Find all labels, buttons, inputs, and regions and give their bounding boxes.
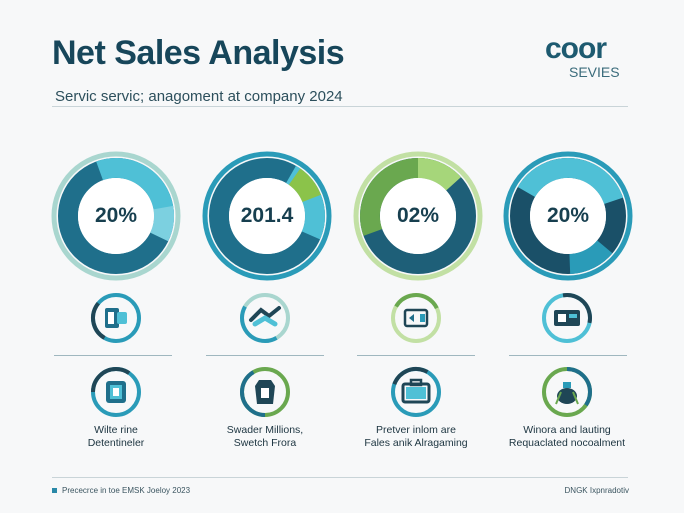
kpi-donut-2: 201.4	[201, 150, 333, 282]
bag-icon	[239, 366, 291, 418]
kpi-donut-3: 02%	[352, 150, 484, 282]
cash-register-icon	[541, 292, 593, 344]
caption-line: Detentineler	[87, 437, 145, 449]
caption-line: Winora and lauting	[523, 424, 611, 436]
footer-note: Prececrce in toe EMSK Joeloy 2023	[52, 486, 190, 495]
device-icon	[90, 366, 142, 418]
kpi-value-3: 02%	[396, 204, 440, 227]
kpi-value-4: 20%	[546, 204, 590, 227]
card-caption-3: Pretver inlom are Fales anik Alragaming	[341, 424, 491, 450]
briefcase-icon	[390, 366, 442, 418]
footer-left-text: Prececrce in toe EMSK Joeloy 2023	[62, 486, 191, 495]
divider-1	[54, 355, 172, 356]
money-bag-icon	[541, 366, 593, 418]
logo-wordmark: coor	[545, 32, 607, 65]
company-logo: coor SEVIES	[545, 32, 620, 81]
divider-3	[357, 355, 475, 356]
caption-line: Swetch Frora	[233, 437, 297, 449]
divider-4	[509, 355, 627, 356]
wallet-card-icon	[390, 292, 442, 344]
footer-square-icon	[52, 488, 57, 493]
caption-line: Fales anik Alragaming	[364, 437, 468, 449]
page-title: Net Sales Analysis	[52, 34, 345, 72]
card-caption-1: Wilte rine Detentineler	[41, 424, 191, 450]
donut-chart-2	[202, 151, 332, 281]
kpi-donut-4: 20%	[502, 150, 634, 282]
hand-tool-icon	[90, 292, 142, 344]
logo-subtext: SEVIES	[569, 64, 620, 80]
kpi-value-1: 20%	[94, 204, 138, 227]
card-caption-4: Winora and lauting Requaclated nocoalmen…	[492, 424, 642, 450]
donut-chart-1	[51, 151, 181, 281]
donut-chart-4	[503, 151, 633, 281]
caption-line: Pretver inlom are	[376, 424, 456, 436]
kpi-donut-1: 20%	[50, 150, 182, 282]
footer-right-text: DNGK Ixpnradotiv	[564, 486, 629, 495]
footer-divider	[52, 477, 628, 478]
caption-line: Requaclated nocoalment	[508, 437, 626, 449]
caption-line: Swader Millions,	[226, 424, 304, 436]
card-caption-2: Swader Millions, Swetch Frora	[190, 424, 340, 450]
header-divider	[52, 106, 628, 107]
caption-line: Wilte rine	[94, 424, 138, 436]
divider-2	[206, 355, 324, 356]
page-subtitle: Servic servic; anagoment at company 2024	[55, 88, 343, 105]
kpi-value-2: 201.4	[240, 204, 294, 227]
handshake-icon	[239, 292, 291, 344]
donut-chart-3	[353, 151, 483, 281]
